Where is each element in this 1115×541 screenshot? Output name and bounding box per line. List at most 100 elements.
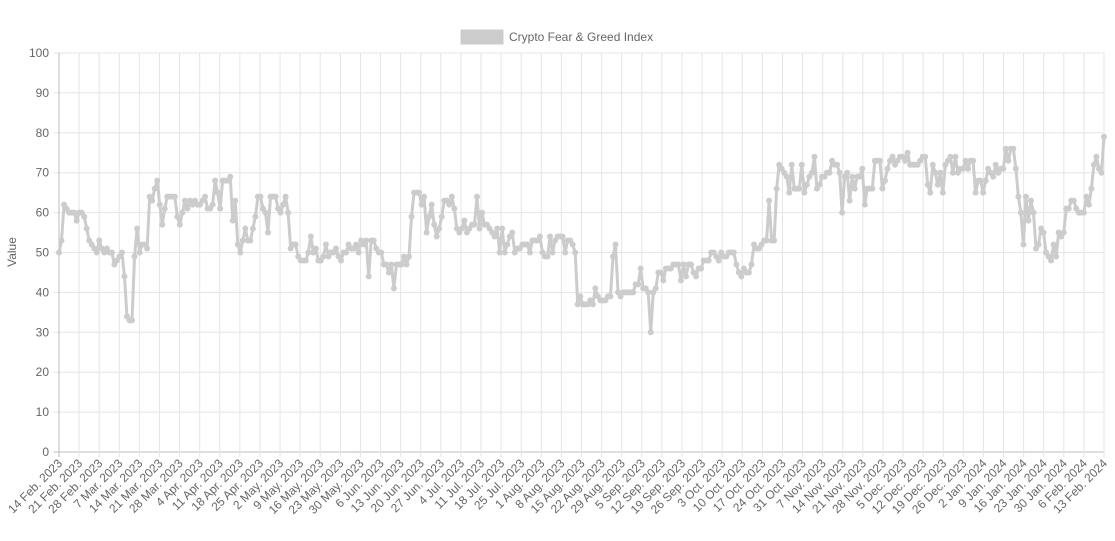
data-point[interactable] [403, 261, 410, 268]
data-point[interactable] [635, 281, 642, 288]
data-point[interactable] [458, 225, 465, 232]
data-point[interactable] [939, 189, 946, 196]
data-point[interactable] [209, 201, 216, 208]
data-point[interactable] [816, 181, 823, 188]
data-point[interactable] [118, 249, 125, 256]
data-point[interactable] [448, 193, 455, 200]
data-point[interactable] [1000, 165, 1007, 172]
data-point[interactable] [217, 205, 224, 212]
data-point[interactable] [677, 277, 684, 284]
data-point[interactable] [869, 185, 876, 192]
data-point[interactable] [416, 189, 423, 196]
data-point[interactable] [1088, 185, 1095, 192]
data-point[interactable] [934, 181, 941, 188]
data-point[interactable] [1010, 145, 1017, 152]
data-point[interactable] [660, 277, 667, 284]
data-point[interactable] [438, 213, 445, 220]
data-point[interactable] [431, 221, 438, 228]
data-point[interactable] [479, 209, 486, 216]
data-point[interactable] [705, 257, 712, 264]
data-point[interactable] [1017, 209, 1024, 216]
data-point[interactable] [83, 225, 90, 232]
data-point[interactable] [652, 285, 659, 292]
data-point[interactable] [876, 157, 883, 164]
data-point[interactable] [836, 169, 843, 176]
data-point[interactable] [322, 241, 329, 248]
data-point[interactable] [1030, 209, 1037, 216]
data-point[interactable] [959, 165, 966, 172]
data-point[interactable] [801, 189, 808, 196]
data-point[interactable] [929, 161, 936, 168]
data-point[interactable] [698, 265, 705, 272]
data-point[interactable] [851, 185, 858, 192]
data-point[interactable] [338, 257, 345, 264]
data-point[interactable] [451, 205, 458, 212]
data-point[interactable] [176, 221, 183, 228]
data-point[interactable] [151, 185, 158, 192]
data-point[interactable] [234, 241, 241, 248]
data-point[interactable] [501, 249, 508, 256]
data-point[interactable] [184, 205, 191, 212]
data-point[interactable] [421, 193, 428, 200]
data-point[interactable] [428, 201, 435, 208]
data-point[interactable] [378, 249, 385, 256]
data-point[interactable] [385, 269, 392, 276]
data-point[interactable] [970, 157, 977, 164]
data-point[interactable] [932, 169, 939, 176]
data-point[interactable] [436, 225, 443, 232]
data-point[interactable] [962, 157, 969, 164]
data-point[interactable] [1070, 197, 1077, 204]
data-point[interactable] [773, 185, 780, 192]
data-point[interactable] [262, 209, 269, 216]
data-point[interactable] [174, 213, 181, 220]
data-point[interactable] [227, 173, 234, 180]
data-point[interactable] [715, 257, 722, 264]
data-point[interactable] [577, 293, 584, 300]
data-point[interactable] [927, 189, 934, 196]
data-point[interactable] [647, 329, 654, 336]
data-point[interactable] [408, 213, 415, 220]
data-point[interactable] [1101, 133, 1107, 140]
data-point[interactable] [1035, 241, 1042, 248]
data-point[interactable] [494, 225, 501, 232]
data-point[interactable] [400, 253, 407, 260]
data-point[interactable] [277, 209, 284, 216]
data-point[interactable] [771, 237, 778, 244]
data-point[interactable] [965, 165, 972, 172]
data-point[interactable] [783, 173, 790, 180]
data-point[interactable] [766, 197, 773, 204]
data-point[interactable] [136, 249, 143, 256]
data-point[interactable] [879, 185, 886, 192]
data-point[interactable] [423, 229, 430, 236]
data-point[interactable] [1060, 229, 1067, 236]
data-point[interactable] [693, 273, 700, 280]
data-point[interactable] [161, 205, 168, 212]
data-point[interactable] [1080, 209, 1087, 216]
data-point[interactable] [390, 285, 397, 292]
data-point[interactable] [179, 209, 186, 216]
data-point[interactable] [239, 237, 246, 244]
data-point[interactable] [302, 257, 309, 264]
data-point[interactable] [181, 197, 188, 204]
data-point[interactable] [343, 249, 350, 256]
data-point[interactable] [171, 193, 178, 200]
data-point[interactable] [630, 289, 637, 296]
data-point[interactable] [307, 233, 314, 240]
data-point[interactable] [990, 173, 997, 180]
data-point[interactable] [592, 285, 599, 292]
data-point[interactable] [1005, 157, 1012, 164]
data-point[interactable] [491, 233, 498, 240]
data-point[interactable] [808, 169, 815, 176]
data-point[interactable] [383, 261, 390, 268]
data-point[interactable] [81, 213, 88, 220]
data-point[interactable] [355, 249, 362, 256]
data-point[interactable] [280, 201, 287, 208]
data-point[interactable] [134, 225, 141, 232]
data-point[interactable] [1025, 217, 1032, 224]
data-point[interactable] [569, 241, 576, 248]
data-point[interactable] [612, 241, 619, 248]
data-point[interactable] [745, 269, 752, 276]
data-point[interactable] [73, 217, 80, 224]
data-point[interactable] [58, 237, 65, 244]
data-point[interactable] [572, 249, 579, 256]
